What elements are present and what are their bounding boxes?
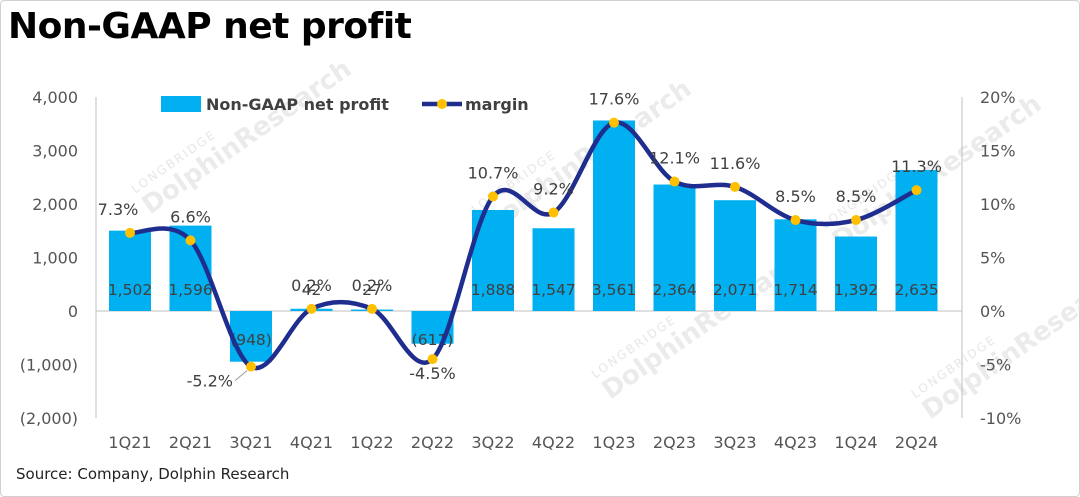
bar-data-label: (948)	[230, 331, 272, 349]
margin-data-label: 0.2%	[291, 276, 332, 295]
margin-data-label: 8.5%	[836, 187, 877, 206]
watermark-name: DolphinResearch	[917, 259, 1080, 426]
x-tick-label: 2Q23	[653, 433, 696, 452]
bar-data-label: 2,071	[713, 281, 757, 299]
margin-data-label: 9.2%	[533, 180, 574, 199]
label-leader-line	[234, 370, 248, 382]
bar-data-label: 2,364	[652, 281, 696, 299]
margin-series	[125, 117, 922, 372]
margin-marker	[911, 185, 922, 196]
bar-data-label: 27	[362, 281, 382, 299]
bar	[774, 219, 817, 311]
margin-data-label: 7.3%	[98, 200, 139, 219]
y-tick-label-right: 10%	[980, 195, 1016, 214]
bar-data-label: 1,547	[531, 281, 575, 299]
y-tick-label-right: 20%	[980, 88, 1016, 107]
margin-marker	[246, 361, 256, 372]
x-tick-label: 3Q22	[471, 433, 514, 452]
x-tick-label: 1Q24	[834, 433, 877, 452]
legend-label-bar: Non-GAAP net profit	[206, 95, 389, 114]
y-tick-label-left: (1,000)	[20, 356, 78, 375]
margin-marker	[367, 303, 377, 314]
y-tick-label-left: 2,000	[32, 195, 78, 214]
margin-data-label: 6.6%	[170, 207, 211, 226]
margin-data-label: 17.6%	[589, 90, 640, 109]
margin-marker	[548, 207, 559, 218]
y-tick-label-left: (2,000)	[20, 409, 78, 428]
x-tick-label: 2Q21	[169, 433, 212, 452]
bar-data-label: 1,392	[834, 281, 878, 299]
bar	[230, 311, 272, 362]
bar	[593, 120, 635, 311]
x-tick-label: 3Q23	[713, 433, 756, 452]
y-tick-label-right: -10%	[980, 409, 1021, 428]
x-tick-label: 2Q24	[895, 433, 938, 452]
bar	[653, 184, 696, 311]
margin-data-label: -4.5%	[409, 364, 455, 383]
x-tick-label: 4Q21	[290, 433, 333, 452]
legend-swatch-marker	[437, 99, 447, 109]
bar-data-label: 3,561	[592, 281, 636, 299]
y-tick-label-left: 0	[68, 302, 78, 321]
bar	[532, 228, 575, 311]
legend-label-line: margin	[465, 95, 529, 114]
margin-marker	[669, 176, 680, 187]
y-tick-label-left: 1,000	[32, 249, 78, 268]
bar-data-label: 1,596	[168, 281, 212, 299]
x-tick-label: 4Q23	[774, 433, 817, 452]
page-title: Non-GAAP net profit	[8, 6, 412, 47]
bar-labels: 1,502 1,596(948)42 27(611)1,888 1,547 3,561 2…	[108, 281, 939, 349]
margin-marker	[306, 303, 317, 314]
source-note: Source: Company, Dolphin Research	[16, 465, 290, 483]
legend: Non-GAAP net profit margin	[161, 95, 529, 114]
margin-marker	[730, 181, 740, 192]
axes: 4,000 3,000 2,000 1,000 0 (1,000) (2,000) 20% 15…	[20, 88, 1022, 452]
x-tick-label: 3Q21	[229, 433, 272, 452]
margin-marker	[427, 354, 438, 365]
legend-swatch-bar	[161, 96, 201, 112]
margin-data-label: 11.6%	[710, 154, 761, 173]
x-tick-label: 4Q22	[532, 433, 575, 452]
margin-labels: 7.3% 6.6% -5.2% 0.2% 0.2% -4.5% 10.7% 9.2% 17.6%…	[98, 90, 942, 391]
bar	[835, 236, 877, 311]
y-tick-label-left: 3,000	[32, 142, 78, 161]
margin-data-label: 0.2%	[352, 276, 393, 295]
y-tick-label-right: 5%	[980, 249, 1005, 268]
x-tick-label: 2Q22	[411, 433, 454, 452]
y-tick-label-right: -5%	[980, 356, 1011, 375]
margin-marker	[790, 215, 801, 226]
watermark-name: DolphinResearch	[137, 54, 357, 221]
margin-data-label: 8.5%	[775, 187, 816, 206]
margin-marker	[851, 215, 861, 226]
x-tick-label: 1Q21	[108, 433, 151, 452]
margin-data-label: -5.2%	[187, 372, 233, 391]
bar-data-label: 1,714	[773, 281, 817, 299]
margin-marker	[185, 235, 196, 246]
x-tick-label: 1Q22	[350, 433, 393, 452]
x-tick-label: 1Q23	[592, 433, 635, 452]
margin-marker	[488, 191, 498, 202]
bar-data-label: 1,502	[108, 281, 152, 299]
margin-marker	[125, 227, 135, 238]
margin-data-label: 10.7%	[468, 164, 519, 183]
y-tick-label-left: 4,000	[32, 88, 78, 107]
y-tick-label-right: 15%	[980, 142, 1016, 161]
margin-data-label: 11.3%	[891, 157, 942, 176]
bar-data-label: 1,888	[471, 281, 515, 299]
bar	[714, 200, 756, 311]
y-tick-label-right: 0%	[980, 302, 1005, 321]
bar-data-label: 2,635	[894, 281, 938, 299]
bar	[109, 230, 151, 311]
margin-data-label: 12.1%	[649, 149, 700, 168]
margin-marker	[609, 117, 619, 128]
bar-data-label: 42	[302, 281, 322, 299]
